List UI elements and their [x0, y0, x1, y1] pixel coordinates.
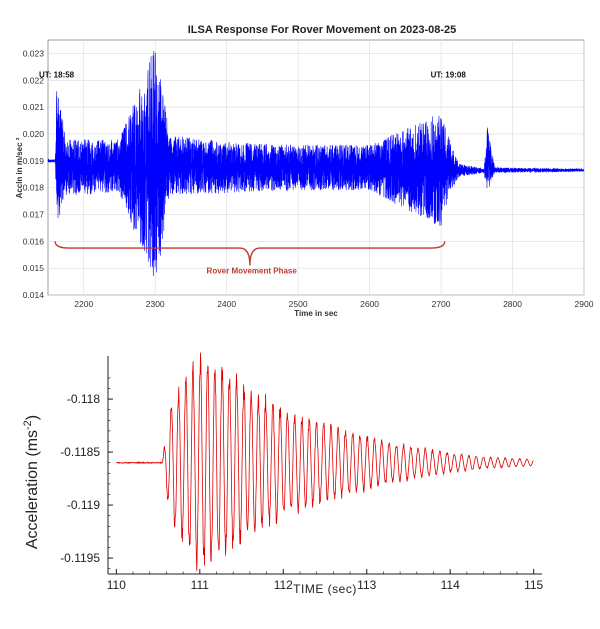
x-tick-label: 2300: [146, 299, 165, 309]
y-tick-label: -0.1185: [60, 445, 100, 459]
x-axis-ticks: 110 111 112 113 114 115: [107, 569, 544, 592]
y-tick-label: 0.020: [23, 129, 45, 139]
y-tick-label: -0.1195: [60, 551, 100, 565]
chart-title: ILSA Response For Rover Movement on 2023…: [188, 24, 457, 36]
x-tick-label: 2500: [289, 299, 308, 309]
acceleration-series: [116, 352, 534, 572]
y-tick-label: -0.118: [67, 392, 100, 406]
acceleration-detail-chart: -0.118-0.1185-0.119-0.1195 110 111 112 113 1…: [22, 352, 544, 596]
y-tick-label: -0.119: [67, 498, 100, 512]
x-axis-label: TIME (sec): [293, 582, 357, 596]
y-axis-ticks: 0.014 0.015 0.016 0.017 0.018 0.019 0.020 0.021…: [23, 48, 45, 300]
y-axis-label: Accln in m/sec ²: [15, 137, 24, 198]
x-tick-label: 2700: [432, 299, 451, 309]
y-tick-label: 0.019: [23, 156, 45, 166]
annotation-time-label: UT: 19:08: [431, 71, 467, 80]
x-tick-label: 114: [441, 578, 460, 592]
signal-trace: [47, 51, 585, 277]
x-tick-label: 111: [191, 578, 210, 592]
axes: [107, 356, 542, 575]
x-tick-label: 110: [107, 578, 126, 592]
y-tick-label: 0.014: [23, 290, 45, 300]
y-axis-ticks: -0.118 -0.1185 -0.119 -0.1195: [60, 377, 113, 570]
grid-lines: [48, 40, 585, 296]
y-tick-label: 0.022: [23, 75, 45, 85]
x-tick-label: 113: [357, 578, 376, 592]
y-axis-label-exponent: -2: [22, 420, 34, 430]
x-axis-label: Time in sec: [294, 309, 338, 318]
x-axis-ticks: 2200 2300 2400 2500 2600 2700 2800 2900: [74, 299, 593, 309]
y-axis-label-main: Acceleration (ms: [24, 430, 41, 549]
annotation-time-label: UT: 18:58: [39, 71, 75, 80]
x-tick-label: 2800: [503, 299, 522, 309]
y-axis-label: Acceleration (ms-2): [22, 415, 41, 549]
y-tick-label: 0.021: [23, 102, 45, 112]
y-tick-label: 0.018: [23, 183, 45, 193]
x-tick-label: 112: [274, 578, 293, 592]
y-axis-label-close: ): [24, 415, 41, 420]
ilsa-response-chart: ILSA Response For Rover Movement on 2023…: [15, 24, 594, 318]
x-tick-label: 2400: [217, 299, 236, 309]
y-tick-label: 0.023: [23, 48, 45, 58]
x-tick-label: 115: [524, 578, 543, 592]
y-tick-label: 0.015: [23, 263, 45, 273]
annotations: UT: 18:58 UT: 19:08 Rover Movement Phase: [39, 71, 466, 276]
acceleration-series: [47, 51, 585, 277]
y-tick-label: 0.017: [23, 209, 45, 219]
x-tick-label: 2600: [360, 299, 379, 309]
x-tick-label: 2900: [575, 299, 594, 309]
x-tick-label: 2200: [74, 299, 93, 309]
y-tick-label: 0.016: [23, 236, 45, 246]
annotation-phase-label: Rover Movement Phase: [207, 267, 298, 276]
